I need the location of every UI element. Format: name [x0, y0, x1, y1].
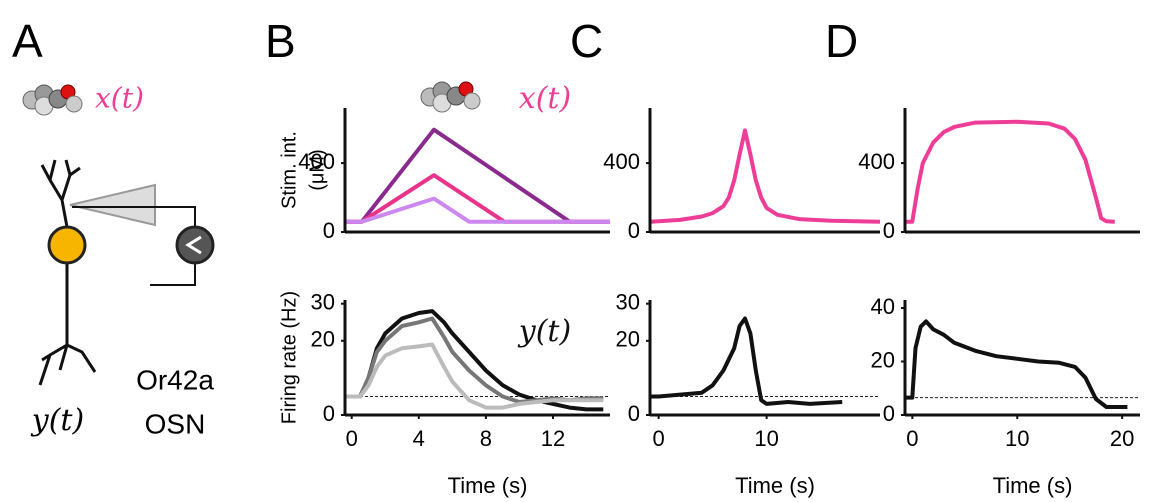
- y-tick-label: 0: [323, 401, 335, 426]
- panel-letter: A: [12, 15, 43, 67]
- y-tick-label: 40: [871, 294, 895, 319]
- series-line: [345, 196, 610, 224]
- y-tick-label: 400: [603, 149, 640, 174]
- y-tick-label: 20: [616, 327, 640, 352]
- panel-letter: B: [265, 15, 296, 67]
- y-axis-label: Firing rate (Hz): [278, 291, 300, 424]
- panel-letter: D: [825, 15, 858, 67]
- panel-a: A x(t) y(t) Or42a OSN: [12, 15, 215, 439]
- y-tick-label: 0: [883, 218, 895, 243]
- neuron-label: Or42a: [136, 364, 214, 395]
- x-axis-label: Time (s): [448, 473, 528, 498]
- x-tick-label: 12: [541, 426, 565, 451]
- y-tick-label: 400: [298, 149, 335, 174]
- series-line: [905, 119, 1115, 224]
- x-tick-label: 0: [906, 426, 918, 451]
- y-tick-label: 0: [883, 401, 895, 426]
- x-tick-label: 8: [480, 426, 492, 451]
- x-tick-label: 4: [413, 426, 425, 451]
- x-axis-label: Time (s): [993, 473, 1073, 498]
- molecule-icon: [22, 84, 83, 116]
- y-axis-label: Stim. int.: [278, 131, 300, 209]
- x-tick-label: 20: [1110, 426, 1134, 451]
- annotation: y(t): [517, 314, 571, 349]
- x-tick-label: 10: [754, 426, 778, 451]
- input-label: x(t): [95, 82, 144, 115]
- annotation: x(t): [519, 81, 571, 116]
- y-tick-label: 30: [616, 290, 640, 315]
- output-label: y(t): [30, 403, 84, 438]
- y-tick-label: 20: [311, 327, 335, 352]
- neuron-schematic: [38, 159, 215, 386]
- x-axis-label: Time (s): [735, 473, 815, 498]
- x-tick-label: 0: [346, 426, 358, 451]
- x-tick-label: 10: [1005, 426, 1029, 451]
- y-tick-label: 30: [311, 290, 335, 315]
- neuron-label: OSN: [145, 408, 206, 439]
- y-tick-label: 400: [858, 149, 895, 174]
- series-line: [650, 316, 843, 406]
- molecule-icon-b: [420, 81, 481, 113]
- series-line: [649, 128, 881, 224]
- series-line: [345, 342, 604, 410]
- y-tick-label: 20: [871, 347, 895, 372]
- x-tick-label: 0: [653, 426, 665, 451]
- y-axis-label: (μM): [306, 149, 328, 191]
- series-line: [905, 319, 1128, 409]
- panel-letter: C: [570, 15, 603, 67]
- y-tick-label: 0: [323, 218, 335, 243]
- y-tick-label: 0: [628, 401, 640, 426]
- y-tick-label: 0: [628, 218, 640, 243]
